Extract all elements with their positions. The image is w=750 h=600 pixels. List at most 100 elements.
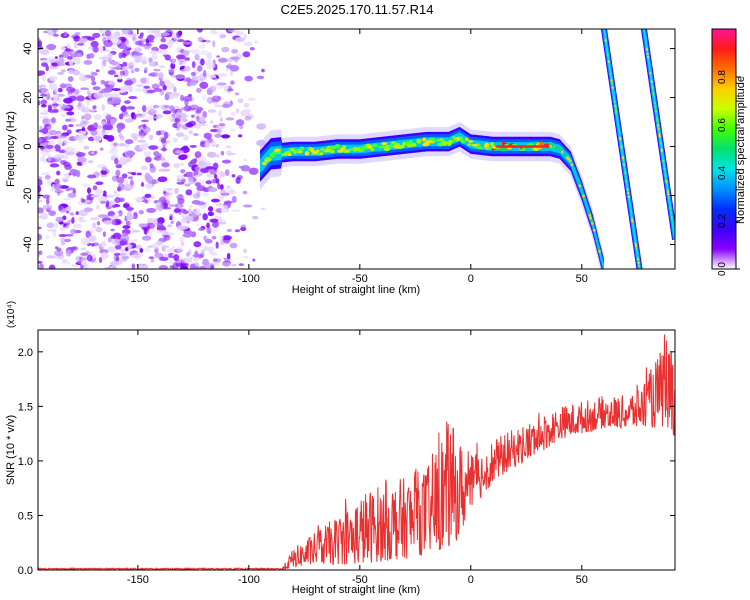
ridge-speckle — [597, 246, 601, 250]
spectrogram-noise-blob — [158, 65, 166, 69]
spectrogram-noise-blob — [63, 31, 68, 37]
ridge-speckle — [262, 161, 267, 166]
spectrogram-noise-blob — [75, 69, 79, 76]
streak-speckle — [614, 107, 618, 111]
spectrogram-noise-blob — [169, 116, 175, 122]
spectrogram-noise-blob — [247, 97, 256, 101]
streak-speckle — [656, 124, 660, 127]
streak-speckle — [611, 86, 614, 89]
spectrogram-noise-blob — [171, 92, 175, 96]
spectrogram-noise-blob — [231, 111, 236, 117]
spectrogram-noise-blob — [96, 221, 101, 226]
spectrogram-noise-blob — [214, 133, 223, 138]
snr-multiplier-label: (x10⁴) — [6, 301, 17, 328]
colorbar-ticks: 0.0 0.2 0.4 0.6 0.8 — [717, 70, 740, 276]
spectrogram-noise-blob — [182, 95, 193, 102]
spectrogram-noise-blob — [222, 138, 228, 142]
spectrogram-noise-blob — [68, 124, 74, 128]
ridge-speckle — [297, 150, 303, 153]
spectrogram-noise-blob — [103, 214, 109, 218]
spectrogram-noise-blob — [222, 261, 231, 267]
spectrogram-noise-blob — [108, 65, 114, 69]
spectrogram-noise-blob — [189, 79, 197, 86]
spectrogram-noise-blob — [59, 113, 69, 118]
streak-speckle — [625, 180, 628, 183]
spectrogram-noise-blob — [226, 228, 233, 233]
spectrogram-noise-blob — [217, 221, 227, 225]
spectrogram-noise-blob — [178, 236, 185, 242]
spectrogram-noise-blob — [132, 238, 138, 243]
spectrogram-noise-blob — [104, 194, 115, 198]
spectrogram-noise-blob — [65, 249, 72, 257]
spectrogram-noise-blob — [45, 144, 54, 149]
spectrogram-noise-blob — [164, 54, 171, 61]
spectrogram-noise-blob — [146, 207, 157, 213]
spectrogram-noise-blob — [194, 208, 201, 215]
spectrogram-noise-blob — [159, 80, 165, 87]
spectrogram-noise-blob — [177, 204, 182, 210]
spectrogram-noise-blob — [59, 83, 67, 89]
ridge-speckle — [579, 186, 583, 190]
streak-speckle — [667, 196, 670, 199]
streak-speckle — [635, 247, 638, 251]
spectrogram-noise-blob — [149, 50, 158, 55]
spectrogram-ridge — [260, 122, 604, 269]
spectrogram-noise-blob — [147, 199, 151, 205]
spectrogram-noise-blob — [51, 62, 58, 67]
streak-speckle — [650, 80, 653, 83]
spectrogram-noise-blob — [118, 133, 123, 138]
spectrogram-noise-blob — [48, 210, 57, 216]
streak-speckle — [659, 141, 662, 145]
spectrogram-noise-blob — [146, 29, 153, 35]
streak-speckle — [621, 156, 625, 160]
spectrogram-noise-blob — [38, 226, 42, 230]
spectrogram-noise-blob — [93, 122, 98, 129]
spectrogram-noise-blob — [173, 208, 181, 213]
spectrogram-noise-blob — [188, 130, 193, 135]
spectrogram-noise-blob — [202, 110, 207, 119]
spectrogram-noise-blob — [55, 255, 64, 260]
spectrogram-noise-blob — [58, 56, 65, 65]
spectrogram-noise-blob — [166, 248, 175, 253]
spectrogram-noise-blob — [124, 183, 133, 192]
spectrogram-noise-blob — [207, 206, 214, 212]
spectrogram-noise-blob — [221, 46, 230, 53]
spectrogram-noise-blob — [80, 247, 86, 251]
ridge-speckle — [370, 147, 375, 152]
streak-speckle — [663, 167, 666, 170]
spectrogram-noise-blob — [38, 179, 43, 186]
spectrogram-noise-blob — [117, 78, 123, 83]
spectrogram-noise-blob — [60, 177, 69, 181]
y-tick-label: 40 — [22, 42, 34, 54]
spectrogram-noise-blob — [131, 227, 135, 235]
spectrogram-noise-blob — [86, 199, 91, 203]
spectrogram-noise-blob — [49, 163, 60, 168]
ridge-speckle — [538, 141, 545, 147]
spectrogram-y-axis-label: Frequency (Hz) — [5, 111, 17, 187]
spectrogram-noise-blob — [68, 117, 77, 123]
spectrogram-noise-blob — [46, 56, 57, 64]
spectrogram-noise-blob — [164, 93, 170, 101]
spectrogram-noise-blob — [54, 189, 64, 194]
spectrogram-noise-blob — [126, 214, 133, 221]
spectrogram-noise-blob — [191, 60, 196, 69]
spectrogram-noise-blob — [114, 197, 121, 204]
spectrogram-noise-blob — [107, 246, 116, 253]
spectrogram-noise-blob — [120, 105, 127, 112]
spectrogram-noise-blob — [105, 131, 110, 135]
spectrogram-noise-blob — [81, 120, 90, 125]
spectrogram-noise-blob — [199, 123, 208, 127]
streak-speckle — [666, 189, 669, 192]
spectrogram-noise-blob — [234, 229, 241, 233]
spectrogram-noise-blob — [109, 36, 114, 40]
spectrogram-noise-blob — [107, 116, 116, 120]
spectrogram-noise-blob — [141, 104, 147, 112]
spectrogram-noise-blob — [113, 190, 118, 195]
spectrogram-noise-blob — [42, 76, 47, 82]
streak-speckle — [651, 85, 654, 88]
spectrogram-noise-blob — [107, 80, 115, 86]
ridge-speckle — [443, 141, 448, 145]
spectrogram-noise-blob — [67, 56, 73, 60]
spectrogram-panel: -150 -100 -50 0 50 -40 -20 0 20 40 Height of str… — [5, 28, 676, 296]
streak-speckle — [609, 72, 612, 76]
